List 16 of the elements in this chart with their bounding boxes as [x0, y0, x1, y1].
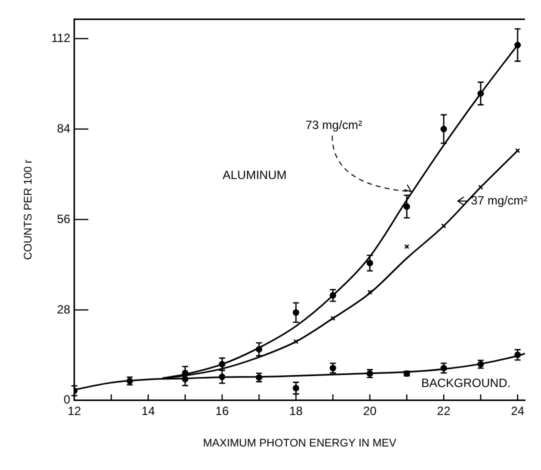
x-tick-label: 20: [363, 404, 377, 418]
x-tick-label: 16: [215, 404, 230, 418]
annotation: 73 mg/cm²: [305, 118, 362, 132]
annotation: ALUMINUM: [222, 168, 287, 182]
y-tick-label: 112: [51, 30, 71, 45]
x-tick-label: 18: [289, 404, 303, 418]
x-tick-label: 24: [510, 404, 525, 418]
x-tick-label: 14: [142, 404, 156, 418]
annotation: BACKGROUND.: [421, 376, 511, 390]
y-tick-label: 84: [56, 121, 71, 136]
x-tick-label: 22: [437, 404, 451, 418]
y-tick-label: 28: [56, 302, 71, 316]
y-tick-label: 56: [56, 212, 71, 226]
annotation: 37 mg/cm²: [470, 193, 528, 208]
y-axis-title: COUNTS PER 100 r: [22, 159, 35, 260]
x-axis-title: MAXIMUM PHOTON ENERGY IN MEV: [202, 437, 397, 450]
